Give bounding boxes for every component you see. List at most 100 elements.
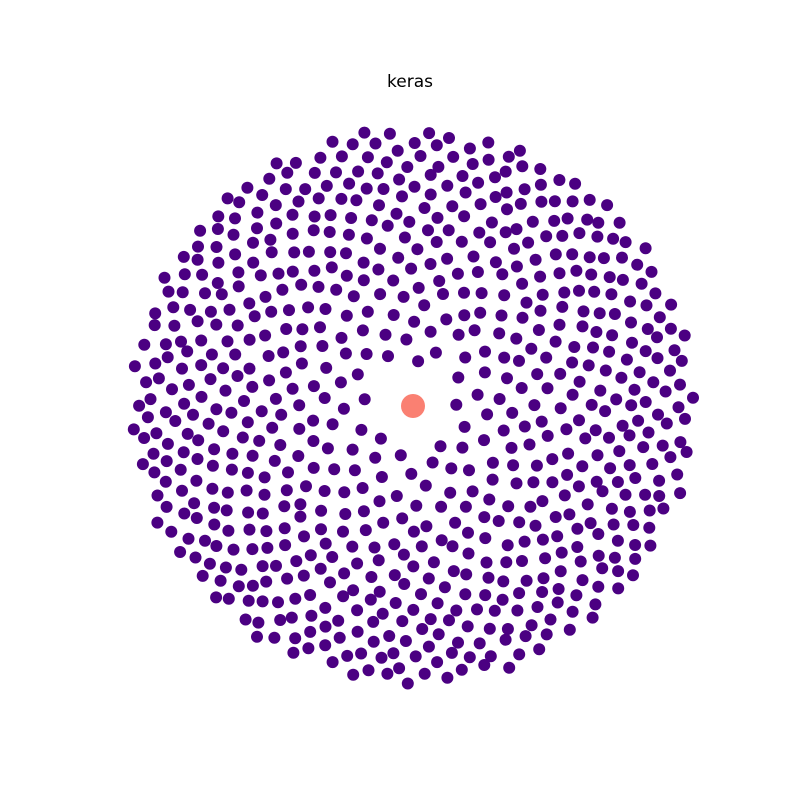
dependent-node — [510, 477, 523, 490]
dependent-node — [202, 417, 215, 430]
dependent-node — [307, 435, 320, 447]
dependent-node — [555, 546, 568, 559]
dependent-node — [435, 500, 448, 513]
dependent-node — [411, 243, 424, 256]
dependent-node — [189, 551, 202, 564]
dependent-node — [307, 461, 320, 474]
dependent-node — [243, 333, 256, 346]
dependent-node — [243, 362, 256, 375]
dependent-node — [554, 402, 567, 415]
dependent-node — [607, 518, 620, 531]
dependent-node — [482, 136, 495, 149]
dependent-node — [199, 287, 211, 300]
dependent-node — [315, 523, 327, 536]
dependent-node — [286, 265, 299, 278]
dependent-node — [229, 212, 241, 225]
dependent-node — [483, 493, 496, 506]
dependent-node — [484, 236, 497, 249]
dependent-node — [279, 539, 292, 552]
dependent-node — [294, 340, 307, 353]
dependent-node — [339, 347, 352, 360]
dependent-node — [182, 378, 195, 391]
dependent-node — [160, 500, 173, 513]
dependent-node — [459, 500, 472, 513]
dependent-node — [458, 420, 471, 433]
dependent-node — [458, 286, 470, 299]
dependent-node — [358, 393, 371, 406]
dependent-node — [462, 547, 475, 560]
dependent-node — [526, 215, 539, 228]
dependent-node — [325, 261, 338, 274]
dependent-node — [256, 560, 269, 573]
dependent-node — [408, 180, 421, 193]
dependent-node — [460, 568, 473, 581]
dependent-node — [355, 423, 368, 436]
dependent-node — [537, 572, 550, 585]
dependent-node — [623, 459, 636, 472]
dependent-node — [368, 541, 381, 554]
dependent-node — [393, 662, 406, 675]
dependent-node — [227, 228, 240, 241]
dependent-node — [584, 517, 597, 530]
dependent-node — [394, 449, 407, 462]
dependent-node — [632, 414, 645, 427]
dependent-node — [373, 199, 385, 212]
dependent-node — [554, 565, 567, 578]
dependent-node — [293, 422, 306, 435]
dependent-node — [128, 360, 141, 373]
dependent-node — [251, 206, 264, 219]
dependent-node — [675, 354, 688, 367]
dependent-node — [535, 415, 548, 428]
dependent-node — [144, 393, 157, 406]
dependent-node — [337, 402, 350, 415]
dependent-node — [528, 399, 541, 412]
dependent-node — [607, 232, 620, 245]
dependent-node — [340, 269, 353, 282]
dependent-node — [383, 630, 396, 642]
dependent-node — [374, 242, 386, 255]
dependent-node — [534, 270, 547, 283]
dependent-node — [536, 288, 549, 301]
dependent-node — [373, 585, 386, 598]
dependent-node — [382, 350, 394, 363]
dependent-node — [440, 313, 453, 326]
dependent-node — [390, 490, 403, 502]
dependent-node — [151, 489, 164, 502]
dependent-node — [541, 429, 554, 442]
dependent-node — [192, 434, 205, 447]
dependent-node — [293, 399, 306, 412]
dependent-node — [581, 213, 594, 226]
dependent-node — [338, 486, 351, 499]
dependent-node — [582, 359, 595, 372]
dependent-node — [591, 230, 604, 243]
dependent-node — [642, 426, 655, 439]
dependent-node — [501, 623, 514, 635]
dependent-node — [275, 408, 288, 421]
dependent-node — [539, 552, 552, 565]
dependent-node — [319, 303, 332, 315]
dependent-node — [356, 482, 369, 494]
dependent-node — [296, 323, 309, 336]
dependent-node — [389, 597, 402, 609]
dependent-node — [302, 301, 315, 314]
dependent-node — [422, 640, 435, 653]
dependent-node — [486, 456, 499, 469]
dependent-node — [629, 472, 642, 484]
dependent-node — [422, 224, 434, 237]
dependent-node — [335, 192, 348, 205]
dependent-node — [377, 516, 390, 529]
dependent-node — [372, 263, 385, 276]
dependent-node — [541, 382, 554, 395]
dependent-node — [359, 524, 372, 537]
dependent-node — [149, 307, 162, 320]
dependent-node — [159, 338, 172, 351]
dependent-node — [459, 588, 472, 601]
dependent-node — [472, 176, 485, 189]
dependent-node — [553, 318, 566, 331]
dependent-node — [361, 305, 374, 318]
dependent-node — [471, 603, 483, 616]
dependent-node — [383, 127, 396, 140]
dependent-node — [627, 519, 640, 531]
dependent-node — [531, 368, 544, 381]
dependent-node — [333, 631, 346, 644]
